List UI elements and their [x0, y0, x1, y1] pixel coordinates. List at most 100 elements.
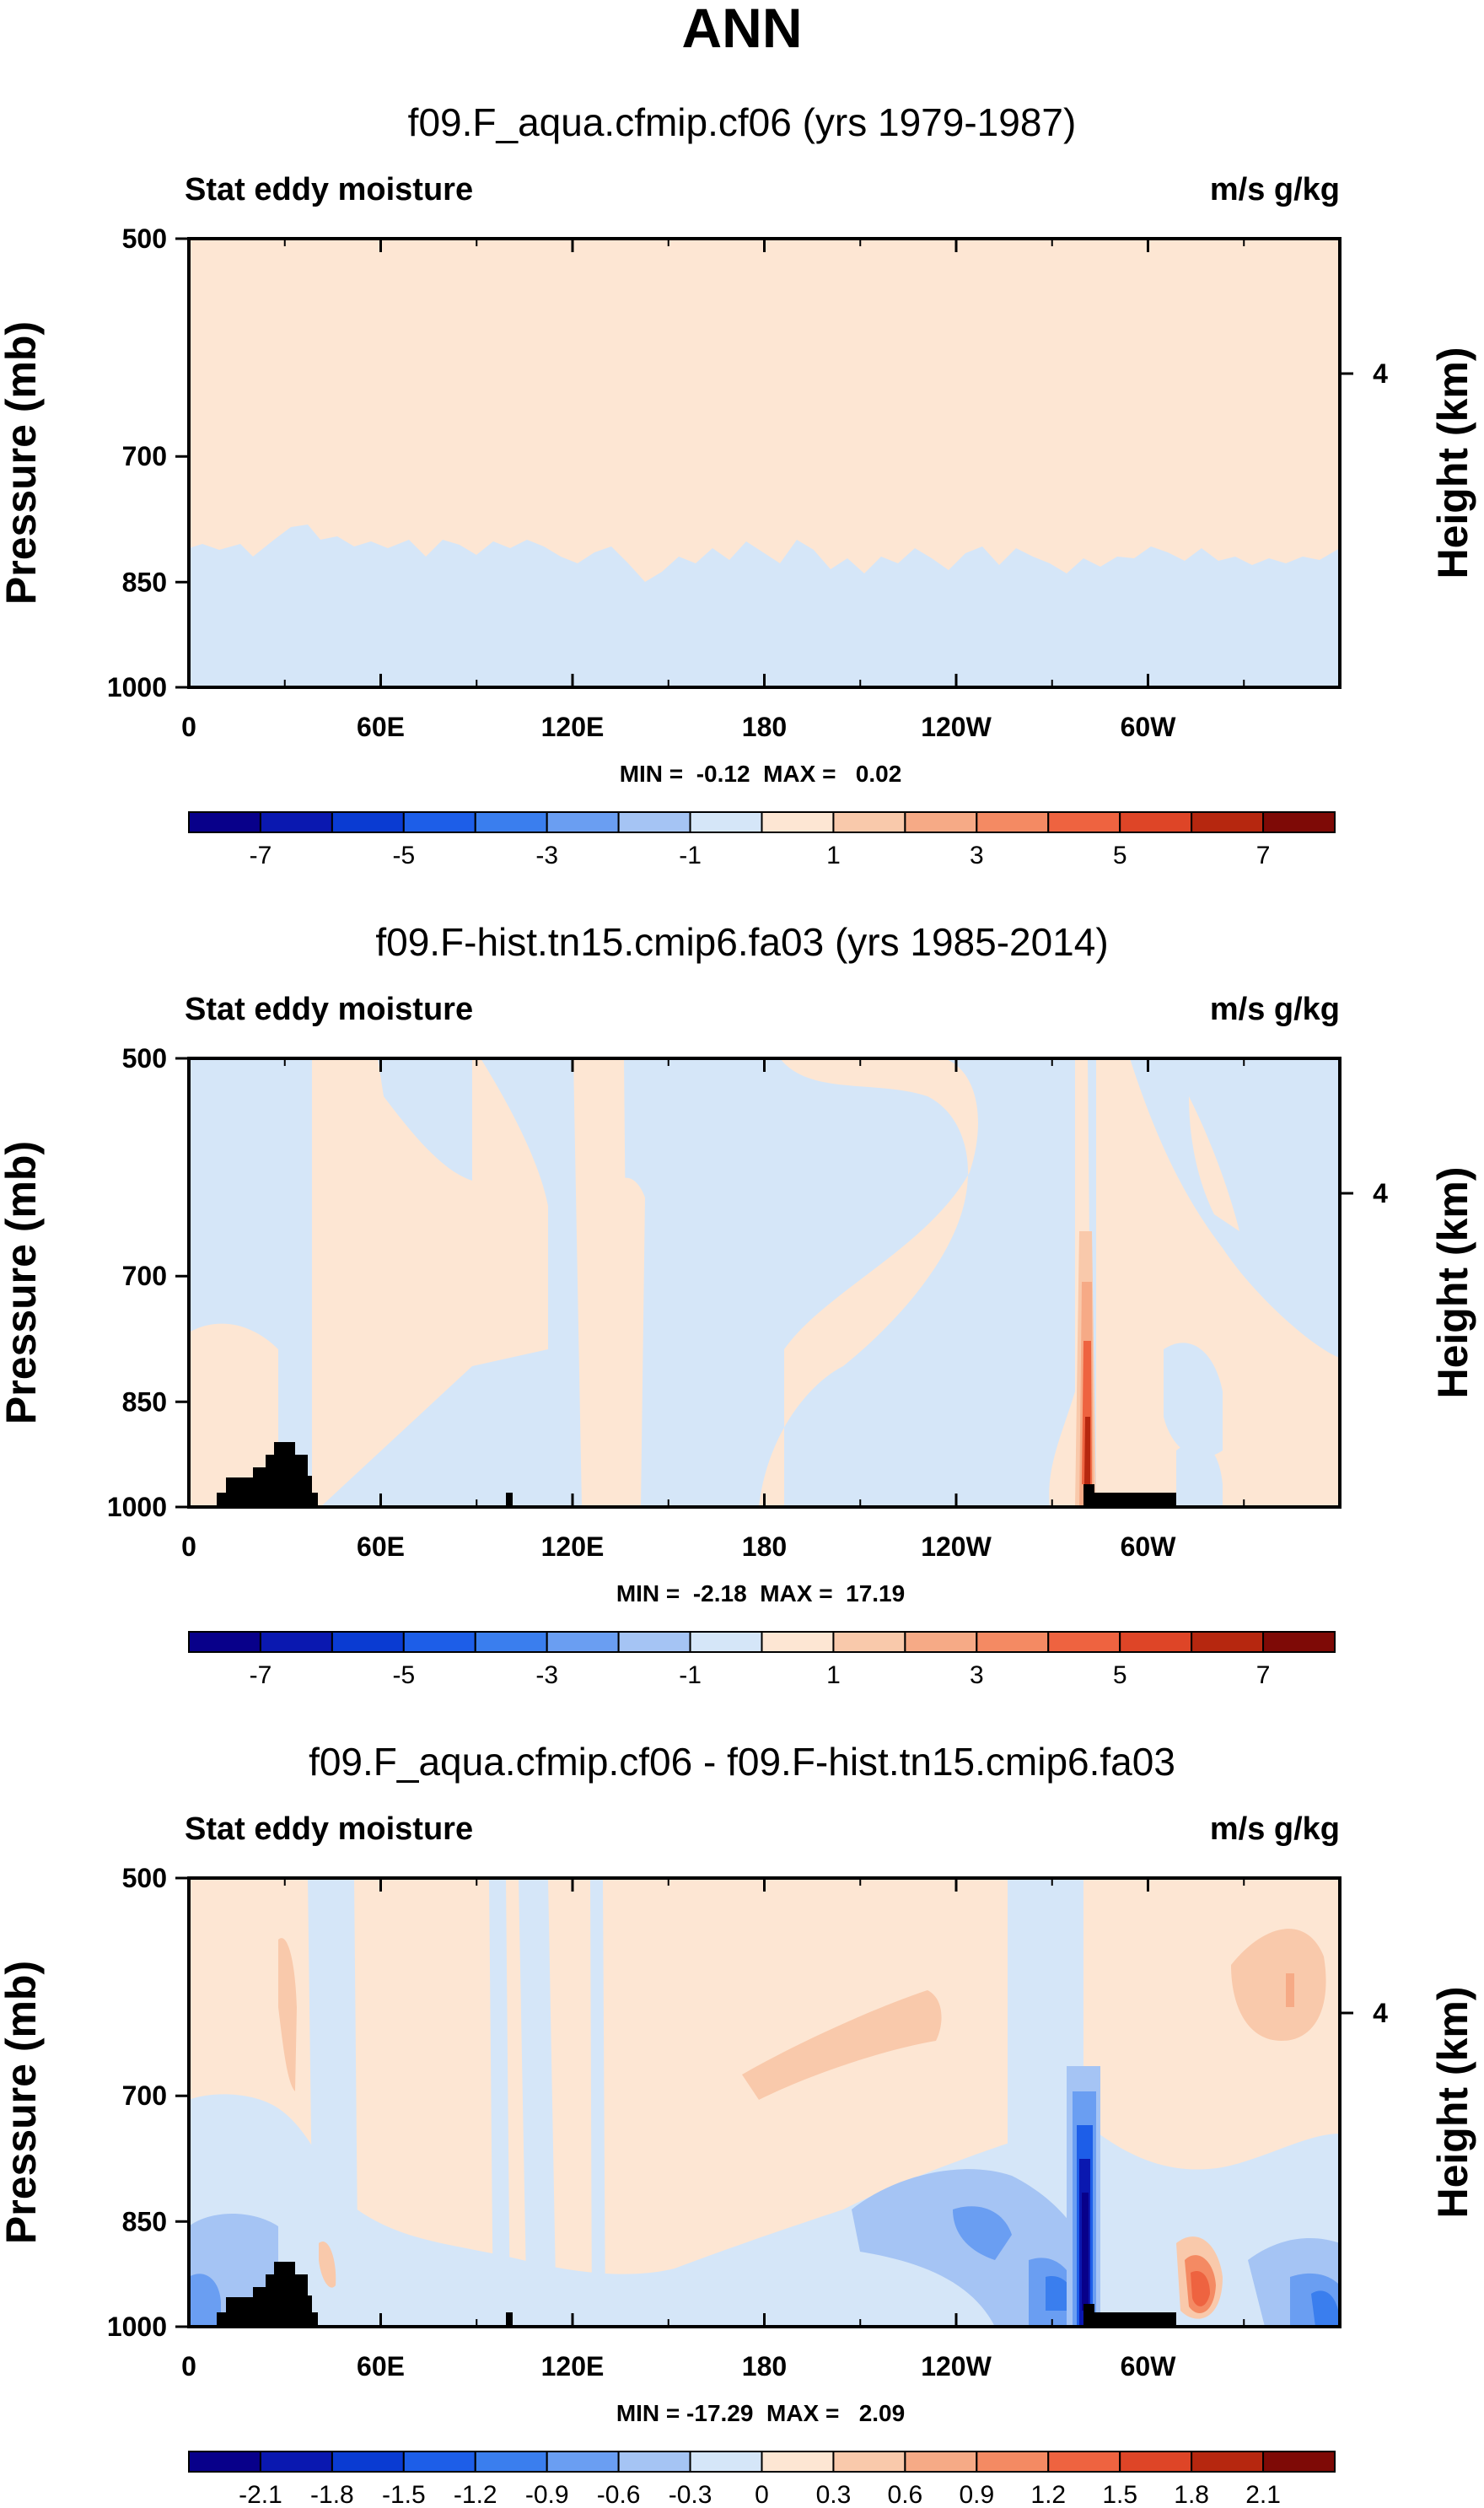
colorbar-label: -5: [392, 1661, 415, 1689]
colorbar-label: 0.9: [959, 2481, 994, 2508]
panel-3-negative-region: [1311, 2290, 1340, 2327]
colorbar-box: [331, 811, 405, 833]
y-tick-label: 700: [122, 441, 167, 471]
panel-1-left-label: Stat eddy moisture: [185, 172, 473, 207]
panel-3-ylabel-right: Height (km): [1429, 1987, 1476, 2219]
panel-3: f09.F_aqua.cfmip.cf06 - f09.F-hist.tn15.…: [0, 1740, 1476, 2508]
panel-3-left-label: Stat eddy moisture: [185, 1811, 473, 1847]
y-tick-label: 700: [122, 2080, 167, 2111]
colorbar-box: [904, 2451, 978, 2473]
panel-2-topography: [217, 1442, 318, 1507]
panel-1-field: [189, 239, 1340, 687]
colorbar-label: -0.6: [597, 2481, 641, 2508]
panel-2-stats: MIN = -2.18 MAX = 17.19: [616, 1580, 905, 1607]
panel-2-positive-region: [590, 1177, 645, 1507]
panel-3-negative-region: [590, 1878, 605, 2327]
x-tick-label: 120E: [541, 712, 605, 742]
panel-3-negative-region: [852, 2169, 1083, 2327]
panel-2-field: [189, 1058, 1340, 1507]
y-tick-label: 850: [122, 567, 167, 597]
colorbar-box: [1262, 811, 1336, 833]
x-tick-label: 60W: [1121, 2351, 1177, 2382]
panel-2-negative-region: [1176, 1442, 1223, 1507]
panel-2: f09.F-hist.tn15.cmip6.fa03 (yrs 1985-201…: [0, 920, 1476, 1689]
panel-1: f09.F_aqua.cfmip.cf06 (yrs 1979-1987) St…: [0, 100, 1476, 869]
colorbar-label: 1.8: [1174, 2481, 1209, 2508]
y-tick-label: 700: [122, 1261, 167, 1291]
colorbar-label: -1.8: [310, 2481, 354, 2508]
panel-2-positive-region: [1084, 1417, 1090, 1484]
panel-2-positive-region: [759, 1058, 978, 1507]
panel-2-ylabel-right: Height (km): [1429, 1167, 1476, 1399]
x-tick-label: 60W: [1121, 712, 1177, 742]
colorbar-box: [689, 811, 763, 833]
colorbar-box: [832, 2451, 906, 2473]
panel-2-positive-region: [1096, 1058, 1340, 1507]
colorbar-box: [188, 811, 261, 833]
colorbar-box: [832, 1631, 906, 1653]
colorbar-box: [402, 811, 476, 833]
colorbar-box: [1191, 1631, 1265, 1653]
colorbar-label: -7: [250, 842, 272, 869]
colorbar-label: 1: [826, 842, 841, 869]
colorbar-box: [546, 811, 620, 833]
x-tick-label: 60E: [357, 712, 405, 742]
x-tick-label: 180: [742, 712, 787, 742]
x-tick-label: 0: [181, 1531, 196, 1562]
panel-3-negative-region: [489, 1878, 510, 2327]
panel-3-negative-region: [189, 2274, 221, 2327]
colorbar-label: -1.2: [454, 2481, 497, 2508]
colorbar-box: [832, 811, 906, 833]
colorbar-label: -1: [679, 1661, 702, 1689]
panel-2-axes: 0 60E 120E 180 120W 60W 500 700 850 1000 4: [107, 1043, 1388, 1562]
panel-3-field: [189, 1878, 1340, 2327]
colorbar-label: 0: [755, 2481, 769, 2508]
panel-3-colorbar: -2.1 -1.8 -1.5 -1.2 -0.9 -0.6 -0.3 0 0.3 0.6 0.9 1.…: [188, 2451, 1336, 2508]
colorbar-box: [474, 1631, 548, 1653]
colorbar-box: [1047, 2451, 1121, 2473]
panel-2-negative-region: [1164, 1343, 1223, 1457]
colorbar-box: [259, 2451, 333, 2473]
x-tick-label: 120W: [921, 2351, 992, 2382]
y-tick-label: 500: [122, 1863, 167, 1893]
panel-2-ylabel: Pressure (mb): [0, 1141, 45, 1424]
panel-2-topography: [506, 1493, 513, 1507]
colorbar-label: -3: [535, 1661, 558, 1689]
colorbar-box: [402, 1631, 476, 1653]
colorbar-box: [1191, 811, 1265, 833]
colorbar-box: [976, 811, 1050, 833]
panel-3-negative-region: [1008, 1878, 1083, 2159]
x-tick-label: 120E: [541, 1531, 605, 1562]
colorbar-box: [474, 811, 548, 833]
colorbar-box: [761, 1631, 835, 1653]
panel-1-ylabel-right: Height (km): [1429, 347, 1476, 579]
panel-3-positive-region: [278, 1938, 297, 2091]
panel-2-topography: [1083, 1484, 1176, 1507]
colorbar-box: [188, 2451, 261, 2473]
x-tick-label: 60E: [357, 2351, 405, 2382]
panel-3-negative-region: [519, 1878, 556, 2327]
colorbar-label: 1.5: [1102, 2481, 1137, 2508]
colorbar-label: 5: [1113, 842, 1127, 869]
colorbar-box: [1119, 2451, 1193, 2473]
colorbar-box: [331, 1631, 405, 1653]
panel-3-topography: [217, 2262, 318, 2327]
colorbar-box: [761, 811, 835, 833]
colorbar-label: -1: [679, 842, 702, 869]
panel-1-stats: MIN = -0.12 MAX = 0.02: [620, 761, 902, 787]
colorbar-box: [904, 1631, 978, 1653]
colorbar-label: -1.5: [382, 2481, 426, 2508]
colorbar-box: [1262, 2451, 1336, 2473]
panel-1-negative-region: [189, 525, 1340, 687]
colorbar-box: [689, 1631, 763, 1653]
panel-3-axes: 0 60E 120E 180 120W 60W 500 700 850 1000 4: [107, 1863, 1388, 2382]
colorbar-box: [1119, 1631, 1193, 1653]
panel-1-colorbar: -7 -5 -3 -1 1 3 5 7: [188, 811, 1336, 869]
right-tick-label: 4: [1373, 1998, 1388, 2028]
panel-2-positive-region: [1189, 1096, 1239, 1231]
colorbar-label: 0.3: [816, 2481, 852, 2508]
panel-2-positive-region: [189, 1323, 278, 1507]
x-tick-label: 120E: [541, 2351, 605, 2382]
panel-3-topography: [1083, 2304, 1176, 2327]
colorbar-label: -3: [535, 842, 558, 869]
